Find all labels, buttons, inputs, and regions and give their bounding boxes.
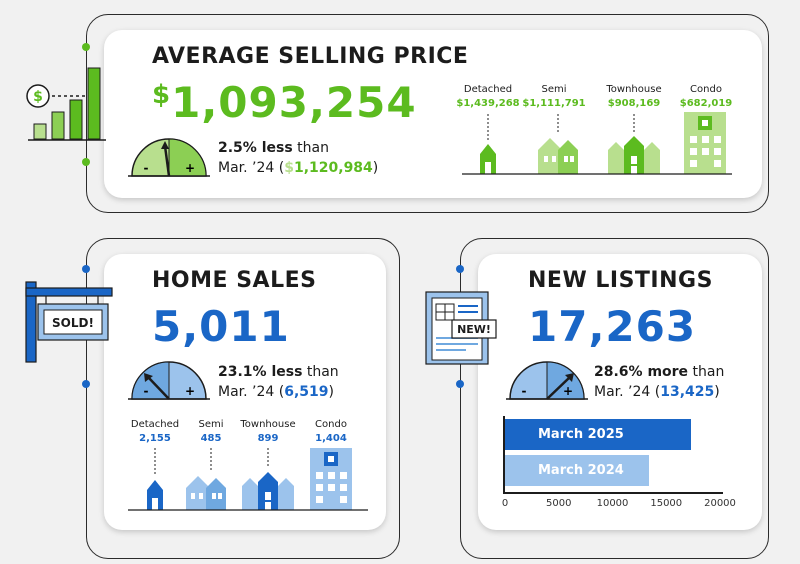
type-label-semi: Semi bbox=[541, 84, 567, 95]
type-value-detached: $1,439,268 bbox=[456, 98, 520, 109]
sales-value-detached: 2,155 bbox=[139, 433, 171, 444]
gauge-minus: - bbox=[522, 384, 527, 398]
home-sales-title: HOME SALES bbox=[152, 268, 317, 293]
detached-house-icon bbox=[147, 480, 163, 510]
townhouse-icon bbox=[242, 478, 258, 510]
chart-axis-y bbox=[503, 416, 505, 494]
type-value-condo: $682,019 bbox=[679, 98, 733, 109]
chart-axis-x bbox=[503, 492, 723, 494]
gauge-icon: - + bbox=[128, 361, 210, 400]
frame-dot bbox=[456, 380, 464, 388]
house-types-green-illustration bbox=[462, 112, 732, 175]
avg-price-value: $1,093,254 bbox=[152, 78, 417, 127]
frame-dot bbox=[82, 158, 90, 166]
new-listing-document-icon: NEW! bbox=[425, 291, 497, 365]
frame-dot bbox=[456, 265, 464, 273]
sold-sign-icon: SOLD! bbox=[25, 281, 113, 363]
chart-x-tick-label: 0 bbox=[501, 498, 509, 509]
chart-x-tick-label: 20000 bbox=[704, 498, 736, 509]
sales-label-townhouse: Townhouse bbox=[240, 419, 296, 430]
chart-x-tick-label: 10000 bbox=[596, 498, 629, 509]
semi-house-icon bbox=[538, 138, 562, 174]
type-label-townhouse: Townhouse bbox=[606, 84, 662, 95]
home-sales-frame bbox=[86, 238, 400, 559]
gauge-icon: - + bbox=[506, 361, 588, 400]
frame-dot bbox=[82, 265, 90, 273]
sold-sign-text: SOLD! bbox=[52, 316, 94, 330]
bar-chart-dollar-icon: $ bbox=[26, 67, 106, 141]
chart-bar bbox=[505, 455, 650, 486]
chart-bar-label: March 2025 bbox=[538, 427, 624, 442]
home-sales-value: 5,011 bbox=[152, 302, 290, 351]
svg-text:$: $ bbox=[33, 89, 43, 105]
chart-bar bbox=[505, 419, 691, 450]
gauge-plus: + bbox=[563, 384, 573, 398]
chart-bar-label: March 2024 bbox=[538, 463, 624, 478]
new-listings-frame bbox=[460, 238, 769, 559]
frame-dot bbox=[82, 43, 90, 51]
avg-price-frame bbox=[86, 14, 769, 213]
gauge-plus: + bbox=[185, 384, 195, 398]
gauge-minus: - bbox=[144, 161, 149, 175]
house-types-blue-illustration bbox=[128, 448, 368, 511]
sales-label-detached: Detached bbox=[130, 419, 180, 430]
new-listings-value: 17,263 bbox=[528, 302, 697, 351]
chart-x-tick-label: 15000 bbox=[650, 498, 683, 509]
avg-price-comparison: 2.5% less than Mar. ’24 ($1,120,984) bbox=[218, 140, 379, 176]
type-label-condo: Condo bbox=[690, 84, 722, 95]
avg-price-title: AVERAGE SELLING PRICE bbox=[152, 44, 469, 69]
semi-house-icon bbox=[186, 476, 210, 510]
gauge-icon: - + bbox=[128, 138, 210, 177]
frame-dot bbox=[82, 380, 90, 388]
sales-value-condo: 1,404 bbox=[315, 433, 347, 444]
home-sales-comparison: 23.1% less than Mar. ’24 (6,519) bbox=[218, 364, 339, 400]
type-value-townhouse: $908,169 bbox=[607, 98, 661, 109]
gauge-minus: - bbox=[144, 384, 149, 398]
sales-label-condo: Condo bbox=[315, 419, 347, 430]
detached-house-icon bbox=[480, 144, 496, 174]
sales-value-semi: 485 bbox=[200, 433, 222, 444]
chart-x-tick-label: 5000 bbox=[546, 498, 572, 509]
sales-value-townhouse: 899 bbox=[257, 433, 279, 444]
type-label-detached: Detached bbox=[463, 84, 513, 95]
new-listings-title: NEW LISTINGS bbox=[528, 268, 713, 293]
type-value-semi: $1,111,791 bbox=[522, 98, 586, 109]
gauge-plus: + bbox=[185, 161, 195, 175]
townhouse-icon bbox=[608, 142, 624, 174]
new-badge-text: NEW! bbox=[457, 323, 491, 336]
new-listings-comparison: 28.6% more than Mar. ’24 (13,425) bbox=[594, 364, 725, 400]
sales-label-semi: Semi bbox=[198, 419, 224, 430]
